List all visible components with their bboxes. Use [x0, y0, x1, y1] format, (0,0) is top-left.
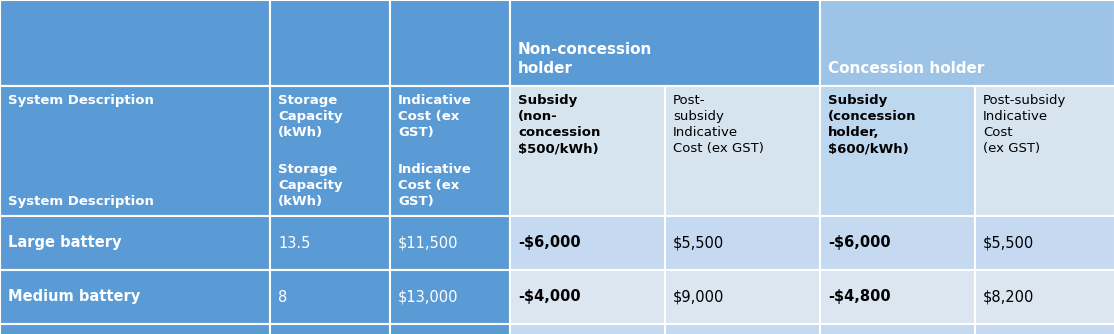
Text: Post-subsidy
Indicative
Cost
(ex GST): Post-subsidy Indicative Cost (ex GST) — [983, 94, 1066, 155]
Bar — [820, 270, 975, 324]
Bar — [270, 216, 390, 270]
Text: -$6,000: -$6,000 — [518, 235, 580, 250]
Text: Medium battery: Medium battery — [8, 290, 140, 305]
Bar — [975, 216, 1114, 270]
Bar — [270, 86, 390, 216]
Text: $8,200: $8,200 — [983, 290, 1035, 305]
Text: Concession holder: Concession holder — [828, 61, 985, 76]
Bar — [0, 0, 270, 86]
Text: Non-concession
holder: Non-concession holder — [518, 42, 653, 76]
Bar — [390, 270, 510, 324]
Text: $13,000: $13,000 — [398, 290, 459, 305]
Bar — [510, 324, 665, 334]
Bar — [390, 86, 510, 216]
Bar — [820, 86, 975, 216]
Bar — [0, 324, 270, 334]
Text: Subsidy
(non-
concession
$500/kWh): Subsidy (non- concession $500/kWh) — [518, 94, 600, 155]
Text: Large battery: Large battery — [8, 235, 121, 250]
Text: -$6,000: -$6,000 — [828, 235, 890, 250]
Text: $11,500: $11,500 — [398, 235, 459, 250]
Bar — [665, 216, 820, 270]
Text: Indicative
Cost (ex
GST): Indicative Cost (ex GST) — [398, 163, 471, 208]
Bar — [390, 216, 510, 270]
Bar — [975, 270, 1114, 324]
Bar — [390, 324, 510, 334]
Text: -$4,000: -$4,000 — [518, 290, 580, 305]
Bar — [820, 216, 975, 270]
Bar — [820, 324, 975, 334]
Text: Indicative
Cost (ex
GST): Indicative Cost (ex GST) — [398, 94, 471, 139]
Bar — [390, 86, 510, 216]
Bar — [0, 216, 270, 270]
Text: Storage
Capacity
(kWh): Storage Capacity (kWh) — [278, 163, 342, 208]
Bar — [270, 86, 390, 216]
Bar — [0, 86, 270, 216]
Bar — [975, 324, 1114, 334]
Bar — [665, 324, 820, 334]
Bar — [975, 86, 1114, 216]
Bar — [510, 86, 665, 216]
Text: System Description: System Description — [8, 94, 154, 107]
Text: Storage
Capacity
(kWh): Storage Capacity (kWh) — [278, 94, 342, 139]
Bar — [0, 270, 270, 324]
Text: $9,000: $9,000 — [673, 290, 724, 305]
Text: 13.5: 13.5 — [278, 235, 311, 250]
Bar — [510, 0, 820, 86]
Bar — [665, 86, 820, 216]
Text: 8: 8 — [278, 290, 287, 305]
Bar — [270, 324, 390, 334]
Bar — [270, 270, 390, 324]
Text: System Description: System Description — [8, 195, 154, 208]
Text: Subsidy
(concession
holder,
$600/kWh): Subsidy (concession holder, $600/kWh) — [828, 94, 917, 155]
Bar — [820, 0, 1114, 86]
Bar — [510, 216, 665, 270]
Bar — [270, 0, 390, 86]
Bar — [510, 270, 665, 324]
Text: -$4,800: -$4,800 — [828, 290, 890, 305]
Bar — [0, 86, 270, 216]
Bar — [390, 0, 510, 86]
Bar — [665, 270, 820, 324]
Text: $5,500: $5,500 — [673, 235, 724, 250]
Text: $5,500: $5,500 — [983, 235, 1034, 250]
Text: Post-
subsidy
Indicative
Cost (ex GST): Post- subsidy Indicative Cost (ex GST) — [673, 94, 764, 155]
